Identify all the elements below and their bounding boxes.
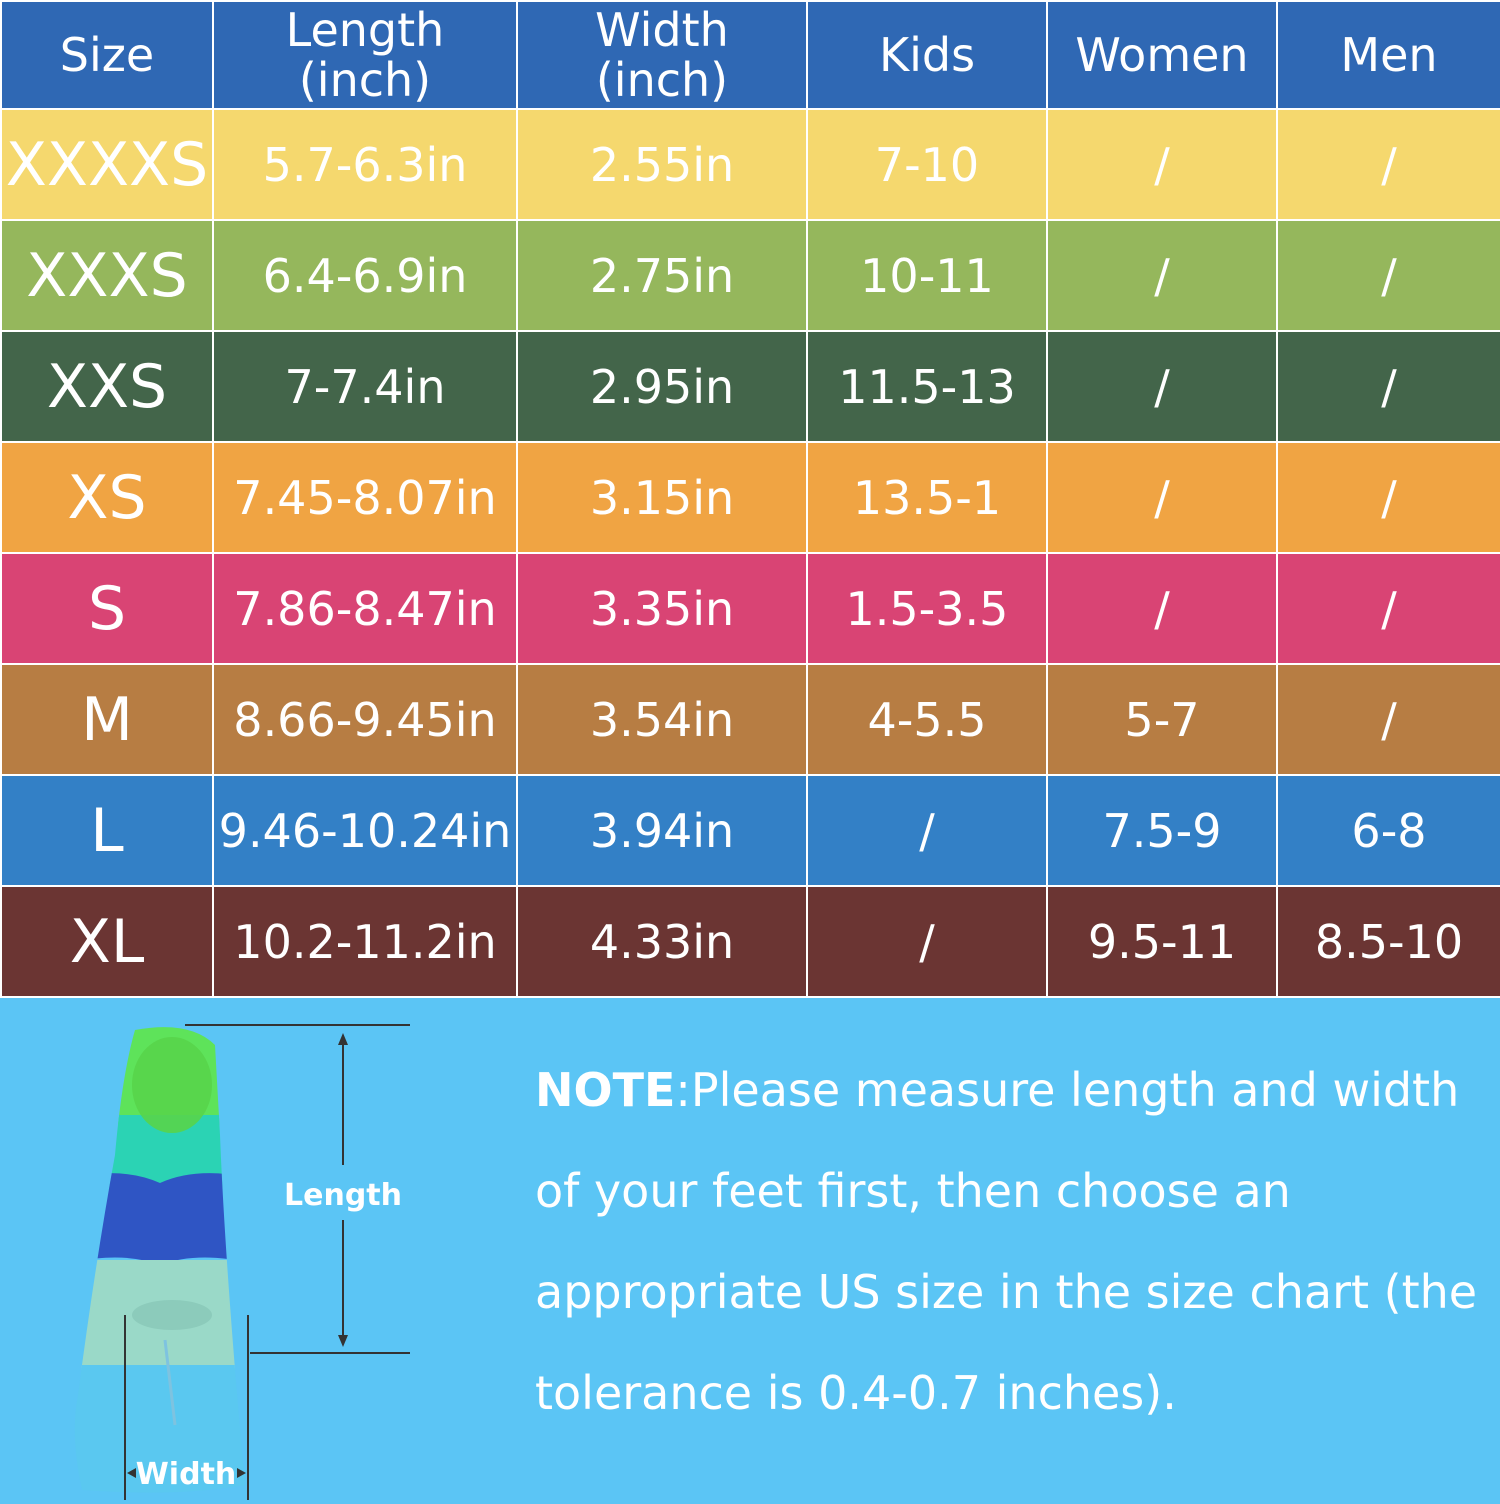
header-men: Men xyxy=(1276,0,1500,110)
cell-men: 8.5-10 xyxy=(1276,885,1500,998)
cell-women: 9.5-11 xyxy=(1046,885,1278,998)
cell-men: / xyxy=(1276,108,1500,221)
table-row: XS 7.45-8.07in 3.15in 13.5-1// xyxy=(0,441,1500,554)
length-label: Length xyxy=(284,1178,402,1213)
cell-men: 6-8 xyxy=(1276,774,1500,887)
size-chart-table: Size Length (inch) Width (inch) Kids Women… xyxy=(0,0,1500,998)
cell-size: S xyxy=(0,552,214,665)
cell-size: XL xyxy=(0,885,214,998)
header-size: Size xyxy=(0,0,214,110)
table-row: M 8.66-9.45in 3.54in 4-5.5 5-7/ xyxy=(0,663,1500,776)
table-body: XXXXS 5.7-6.3in 2.55in 7-10// XXXS 6.4-6.9in 2… xyxy=(0,108,1500,998)
cell-kids: 7-10 xyxy=(806,108,1048,221)
note-paragraph: NOTE:Please measure length and width of … xyxy=(535,1040,1480,1444)
cell-length: 9.46-10.24in xyxy=(212,774,518,887)
cell-kids: 4-5.5 xyxy=(806,663,1048,776)
cell-length: 5.7-6.3in xyxy=(212,108,518,221)
table-row: XL 10.2-11.2in 4.33in/9.5-11 8.5-10 xyxy=(0,885,1500,998)
table-row: XXXXS 5.7-6.3in 2.55in 7-10// xyxy=(0,108,1500,221)
table-row: S 7.86-8.47in 3.35in 1.5-3.5// xyxy=(0,552,1500,665)
cell-size: M xyxy=(0,663,214,776)
cell-women: / xyxy=(1046,441,1278,554)
header-kids: Kids xyxy=(806,0,1048,110)
cell-length: 8.66-9.45in xyxy=(212,663,518,776)
header-women: Women xyxy=(1046,0,1278,110)
note-label: NOTE xyxy=(535,1063,676,1117)
cell-women: 5-7 xyxy=(1046,663,1278,776)
note-text: Please measure length and width of your … xyxy=(535,1063,1478,1420)
cell-women: / xyxy=(1046,108,1278,221)
cell-women: / xyxy=(1046,330,1278,443)
cell-width: 2.75in xyxy=(516,219,808,332)
cell-men: / xyxy=(1276,330,1500,443)
header-width: Width (inch) xyxy=(516,0,808,110)
fin-illustration: Length Width xyxy=(60,1015,480,1500)
cell-kids: 13.5-1 xyxy=(806,441,1048,554)
cell-women: 7.5-9 xyxy=(1046,774,1278,887)
cell-size: XXS xyxy=(0,330,214,443)
cell-size: XXXXS xyxy=(0,108,214,221)
table-row: XXS 7-7.4in 2.95in 11.5-13// xyxy=(0,330,1500,443)
table-row: L 9.46-10.24in 3.94in/7.5-9 6-8 xyxy=(0,774,1500,887)
width-label: Width xyxy=(136,1457,237,1492)
fin-image: Length Width xyxy=(74,1024,410,1500)
cell-width: 2.95in xyxy=(516,330,808,443)
cell-size: L xyxy=(0,774,214,887)
cell-men: / xyxy=(1276,219,1500,332)
cell-length: 7.45-8.07in xyxy=(212,441,518,554)
cell-width: 4.33in xyxy=(516,885,808,998)
cell-length: 7.86-8.47in xyxy=(212,552,518,665)
cell-width: 3.54in xyxy=(516,663,808,776)
cell-kids: 1.5-3.5 xyxy=(806,552,1048,665)
cell-size: XXXS xyxy=(0,219,214,332)
cell-length: 10.2-11.2in xyxy=(212,885,518,998)
cell-women: / xyxy=(1046,552,1278,665)
header-length: Length (inch) xyxy=(212,0,518,110)
cell-men: / xyxy=(1276,552,1500,665)
cell-width: 3.35in xyxy=(516,552,808,665)
cell-women: / xyxy=(1046,219,1278,332)
cell-length: 7-7.4in xyxy=(212,330,518,443)
cell-kids: 11.5-13 xyxy=(806,330,1048,443)
cell-kids: / xyxy=(806,885,1048,998)
cell-men: / xyxy=(1276,441,1500,554)
cell-width: 3.15in xyxy=(516,441,808,554)
cell-length: 6.4-6.9in xyxy=(212,219,518,332)
cell-size: XS xyxy=(0,441,214,554)
cell-men: / xyxy=(1276,663,1500,776)
cell-width: 3.94in xyxy=(516,774,808,887)
table-row: XXXS 6.4-6.9in 2.75in 10-11// xyxy=(0,219,1500,332)
header-row: Size Length (inch) Width (inch) Kids Women… xyxy=(0,0,1500,110)
note-separator: : xyxy=(675,1063,691,1117)
cell-width: 2.55in xyxy=(516,108,808,221)
cell-kids: / xyxy=(806,774,1048,887)
cell-kids: 10-11 xyxy=(806,219,1048,332)
